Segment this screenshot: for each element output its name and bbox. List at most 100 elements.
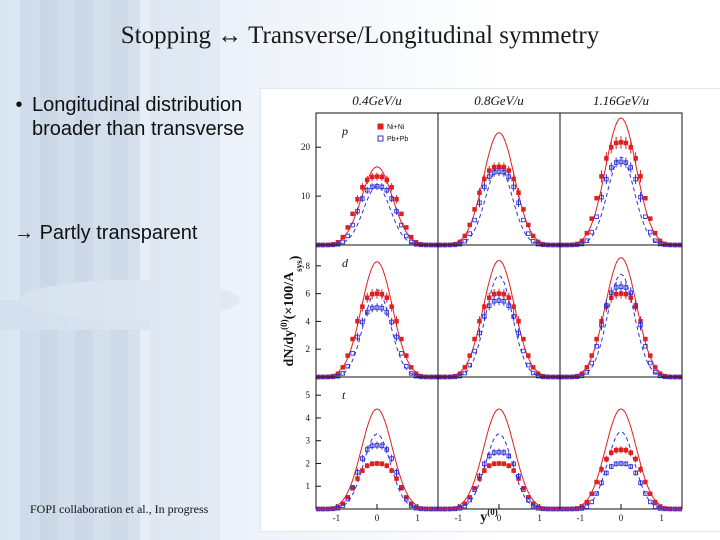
pbpb-data-point	[496, 169, 502, 174]
pbpb-data-point	[394, 470, 399, 475]
panel-frame	[559, 244, 683, 378]
pbpb-data-point	[345, 233, 350, 239]
pbpb-data-point	[491, 450, 497, 455]
pbpb-data-point	[472, 487, 477, 492]
nini-data-point	[394, 476, 399, 481]
nini-data-point	[340, 234, 346, 240]
pbpb-data-point	[633, 303, 638, 308]
nini-data-point	[316, 506, 321, 512]
pbpb-data-point	[648, 499, 653, 505]
nini-data-point	[672, 506, 677, 512]
nini-data-point	[369, 291, 375, 297]
pbpb-data-point	[369, 184, 375, 190]
nini-data-point	[584, 499, 590, 505]
pbpb-data-point	[613, 285, 619, 290]
pbpb-data-point	[648, 229, 653, 235]
pbpb-data-point	[408, 239, 414, 245]
pbpb-data-point	[608, 464, 614, 469]
pbpb-data-point	[418, 506, 424, 512]
energy-column-label: 0.4GeV/u	[352, 93, 402, 108]
nini-data-point	[516, 190, 521, 195]
pbpb-data-point	[613, 461, 619, 467]
pbpb-data-point	[652, 238, 658, 243]
pbpb-data-point	[594, 491, 599, 496]
nini-data-point	[594, 479, 599, 485]
nini-data-point	[389, 184, 394, 190]
nini-data-point	[613, 291, 619, 297]
pbpb-data-point	[643, 214, 648, 219]
nini-data-point	[408, 365, 414, 370]
pbpb-data-point	[428, 506, 433, 512]
nini-data-point	[438, 506, 443, 512]
nini-data-point	[486, 295, 492, 300]
pbpb-data-point	[506, 303, 512, 308]
nini-data-point	[345, 225, 350, 230]
nini-data-point	[604, 156, 609, 161]
nini-data-point	[511, 176, 516, 182]
pbpb-data-point	[491, 298, 497, 304]
pbpb-data-point	[477, 330, 482, 336]
nini-data-point	[535, 504, 541, 510]
x-axis-title-superscript: (0)	[487, 507, 498, 517]
pbpb-data-point	[628, 290, 634, 295]
nini-data-point	[360, 468, 365, 473]
particle-row-label: t	[342, 388, 346, 402]
y-axis-title-part: dN/dy	[282, 330, 297, 367]
pbpb-data-point	[604, 470, 609, 476]
nini-data-point	[506, 168, 512, 173]
pbpb-data-point	[555, 506, 560, 512]
pbpb-data-point	[399, 351, 404, 356]
nini-data-point	[384, 463, 390, 468]
pbpb-data-point	[623, 461, 629, 467]
pbpb-data-point	[413, 242, 419, 247]
nini-data-point	[335, 504, 341, 510]
pbpb-data-point	[633, 176, 638, 182]
pbpb-data-point	[467, 362, 472, 368]
y-axis-title-part: sys	[294, 260, 304, 272]
y-tick-label: 4	[306, 316, 311, 326]
pbpb-data-point	[550, 506, 555, 512]
pbpb-data-point	[340, 371, 346, 376]
pbpb-data-point	[579, 241, 585, 247]
y-tick-label: 2	[306, 458, 311, 468]
pbpb-data-point	[369, 443, 375, 449]
pbpb-data-point	[330, 506, 336, 512]
pbpb-data-point	[657, 241, 663, 247]
pbpb-data-point	[379, 443, 385, 449]
y-tick-label: 10	[301, 191, 311, 201]
pbpb-data-point	[540, 506, 546, 512]
pbpb-data-point	[638, 322, 643, 328]
nini-data-point	[389, 468, 394, 473]
nini-data-point	[608, 145, 614, 150]
pbpb-data-point	[438, 506, 443, 512]
x-tick-label: 0	[497, 513, 502, 523]
pbpb-data-point	[516, 200, 521, 206]
panel-frame	[559, 112, 683, 246]
pbpb-data-point	[506, 453, 512, 459]
pbpb-data-point	[628, 464, 634, 469]
nini-data-point	[599, 174, 604, 179]
nini-data-point	[364, 295, 370, 300]
pbpb-data-point	[486, 303, 492, 308]
pbpb-data-point	[384, 187, 390, 193]
pbpb-data-point	[530, 503, 536, 509]
pbpb-data-point	[443, 506, 448, 512]
pbpb-data-point	[599, 194, 604, 200]
pbpb-data-point	[384, 447, 390, 452]
nini-data-point	[457, 504, 463, 510]
nini-data-point	[623, 140, 629, 146]
solid-model-curve	[437, 132, 561, 246]
pbpb-data-point	[496, 298, 502, 303]
pbpb-data-point	[599, 322, 604, 328]
dashed-model-curve	[316, 185, 438, 246]
nini-data-point	[408, 234, 414, 240]
bullet-item: • Longitudinal distribution broader than…	[6, 94, 256, 141]
nini-data-point	[496, 291, 502, 296]
pbpb-data-point	[677, 506, 682, 512]
nini-data-point	[633, 456, 638, 462]
pbpb-data-point	[374, 184, 380, 189]
pbpb-data-point	[360, 319, 365, 325]
pbpb-data-point	[399, 485, 404, 490]
x-tick-label: 0	[375, 513, 380, 523]
pbpb-data-point	[350, 485, 355, 490]
